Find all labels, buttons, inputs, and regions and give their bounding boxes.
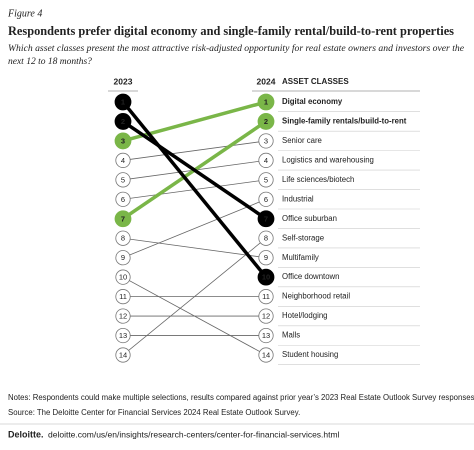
asset-label: Senior care: [282, 136, 322, 145]
rank-label: 3: [264, 136, 268, 145]
asset-label: Digital economy: [282, 97, 343, 106]
rank-label: 10: [119, 273, 127, 282]
rank-marker: [115, 172, 131, 188]
rank-marker: [115, 327, 131, 344]
rank-marker: [114, 93, 132, 111]
column-header: 2023: [114, 76, 133, 86]
rank-marker: [258, 172, 274, 188]
asset-label: Office suburban: [282, 214, 337, 223]
slope-line: [122, 198, 267, 259]
rank-marker: [257, 113, 275, 130]
rank-marker: [115, 250, 131, 266]
rank-marker: [258, 250, 274, 266]
rank-label: 12: [262, 312, 270, 321]
rank-marker: [115, 308, 131, 324]
rank-label: 11: [119, 292, 127, 301]
slope-line: [122, 120, 267, 221]
source: Source: The Deloitte Center for Financia…: [8, 408, 300, 417]
rank-label: 8: [121, 234, 125, 243]
rank-marker: [258, 191, 274, 207]
rank-label: 9: [264, 253, 268, 262]
rank-label: 12: [119, 312, 127, 321]
asset-label: Hotel/lodging: [282, 311, 328, 320]
rank-marker: [115, 269, 131, 285]
rank-marker: [258, 347, 274, 363]
asset-label: Multifamily: [282, 253, 319, 262]
rank-marker: [258, 230, 274, 246]
asset-label: Life sciences/biotech: [282, 175, 354, 184]
asset-label: Self-storage: [282, 233, 324, 242]
rank-marker: [115, 289, 131, 305]
rank-label: 10: [262, 273, 270, 282]
rank-marker: [258, 152, 274, 168]
rank-label: 8: [264, 234, 268, 243]
rank-marker: [258, 289, 274, 305]
rank-label: 13: [262, 331, 270, 340]
subtitle: Which asset classes present the most att…: [8, 43, 464, 54]
chart-title: Respondents prefer digital economy and s…: [8, 23, 454, 38]
asset-label: Logistics and warehousing: [282, 155, 374, 164]
slope-line: [122, 100, 267, 143]
rank-marker: [258, 327, 274, 344]
rank-label: 1: [121, 97, 125, 106]
footer-brand: Deloitte.: [8, 429, 44, 439]
rank-label: 2: [264, 117, 268, 126]
rank-marker: [114, 210, 132, 228]
column-header: 2024: [257, 76, 276, 86]
figure-label: Figure 4: [7, 8, 42, 19]
slope-line: [122, 276, 267, 356]
rank-label: 14: [262, 350, 270, 359]
rank-label: 11: [262, 292, 270, 301]
rank-label: 13: [119, 331, 127, 340]
rank-marker: [258, 308, 274, 324]
slope-line: [122, 140, 267, 161]
rank-label: 6: [121, 195, 125, 204]
notes: Notes: Respondents could make multiple s…: [8, 393, 474, 402]
footer-url: deloitte.com/us/en/insights/research-cen…: [48, 429, 340, 439]
label-header: ASSET CLASSES: [282, 77, 349, 86]
asset-label: Neighborhood retail: [282, 292, 350, 301]
asset-label: Malls: [282, 331, 300, 340]
rank-marker: [115, 191, 131, 207]
rank-label: 5: [264, 175, 268, 184]
rank-label: 5: [121, 175, 125, 184]
rank-label: 9: [121, 253, 125, 262]
rank-label: 4: [264, 156, 268, 165]
asset-label: Office downtown: [282, 272, 340, 281]
plot: Digital economy Single-family rentals/bui…: [114, 93, 420, 366]
slope-line: [121, 100, 268, 279]
asset-label: Industrial: [282, 194, 314, 203]
rank-label: 6: [264, 195, 268, 204]
rank-label: 7: [121, 214, 125, 223]
rank-label: 2: [121, 117, 125, 126]
rank-label: 4: [121, 156, 125, 165]
rank-marker: [257, 268, 275, 286]
rank-marker: [115, 152, 131, 168]
rank-marker: [115, 230, 131, 246]
rank-marker: [257, 93, 275, 111]
rank-marker: [114, 113, 132, 130]
rank-label: 7: [264, 214, 268, 223]
rank-marker: [115, 347, 131, 363]
rank-marker: [257, 210, 275, 228]
rank-label: 1: [264, 97, 268, 106]
rank-label: 3: [121, 136, 125, 145]
asset-label: Single-family rentals/build-to-rent: [282, 117, 407, 126]
slope-line: [122, 237, 267, 259]
subtitle: next 12 to 18 months?: [8, 57, 92, 67]
rank-label: 14: [119, 350, 127, 359]
rank-marker: [258, 133, 274, 149]
asset-label: Student housing: [282, 350, 338, 359]
rank-marker: [114, 132, 132, 150]
